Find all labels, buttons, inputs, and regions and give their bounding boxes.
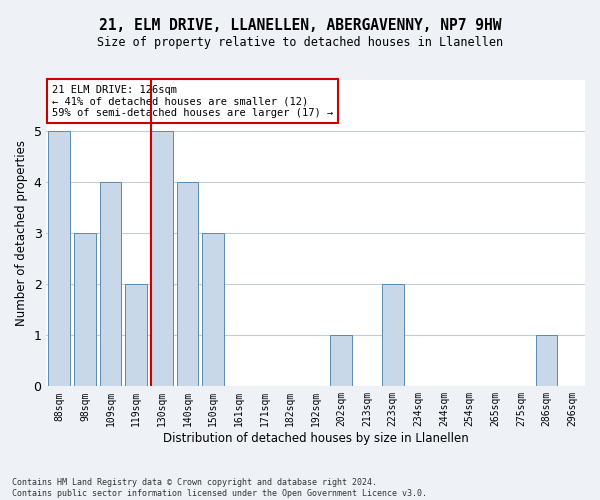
Text: Size of property relative to detached houses in Llanellen: Size of property relative to detached ho…	[97, 36, 503, 49]
Bar	[100, 182, 121, 386]
Text: 21 ELM DRIVE: 126sqm
← 41% of detached houses are smaller (12)
59% of semi-detac: 21 ELM DRIVE: 126sqm ← 41% of detached h…	[52, 84, 333, 118]
Y-axis label: Number of detached properties: Number of detached properties	[15, 140, 28, 326]
Text: 21, ELM DRIVE, LLANELLEN, ABERGAVENNY, NP7 9HW: 21, ELM DRIVE, LLANELLEN, ABERGAVENNY, N…	[99, 18, 501, 32]
Bar	[536, 336, 557, 386]
Bar	[49, 131, 70, 386]
Bar	[74, 233, 96, 386]
Bar	[176, 182, 199, 386]
Text: Contains HM Land Registry data © Crown copyright and database right 2024.
Contai: Contains HM Land Registry data © Crown c…	[12, 478, 427, 498]
Bar	[125, 284, 147, 386]
Bar	[331, 336, 352, 386]
Bar	[151, 131, 173, 386]
Bar	[382, 284, 404, 386]
X-axis label: Distribution of detached houses by size in Llanellen: Distribution of detached houses by size …	[163, 432, 469, 445]
Bar	[202, 233, 224, 386]
